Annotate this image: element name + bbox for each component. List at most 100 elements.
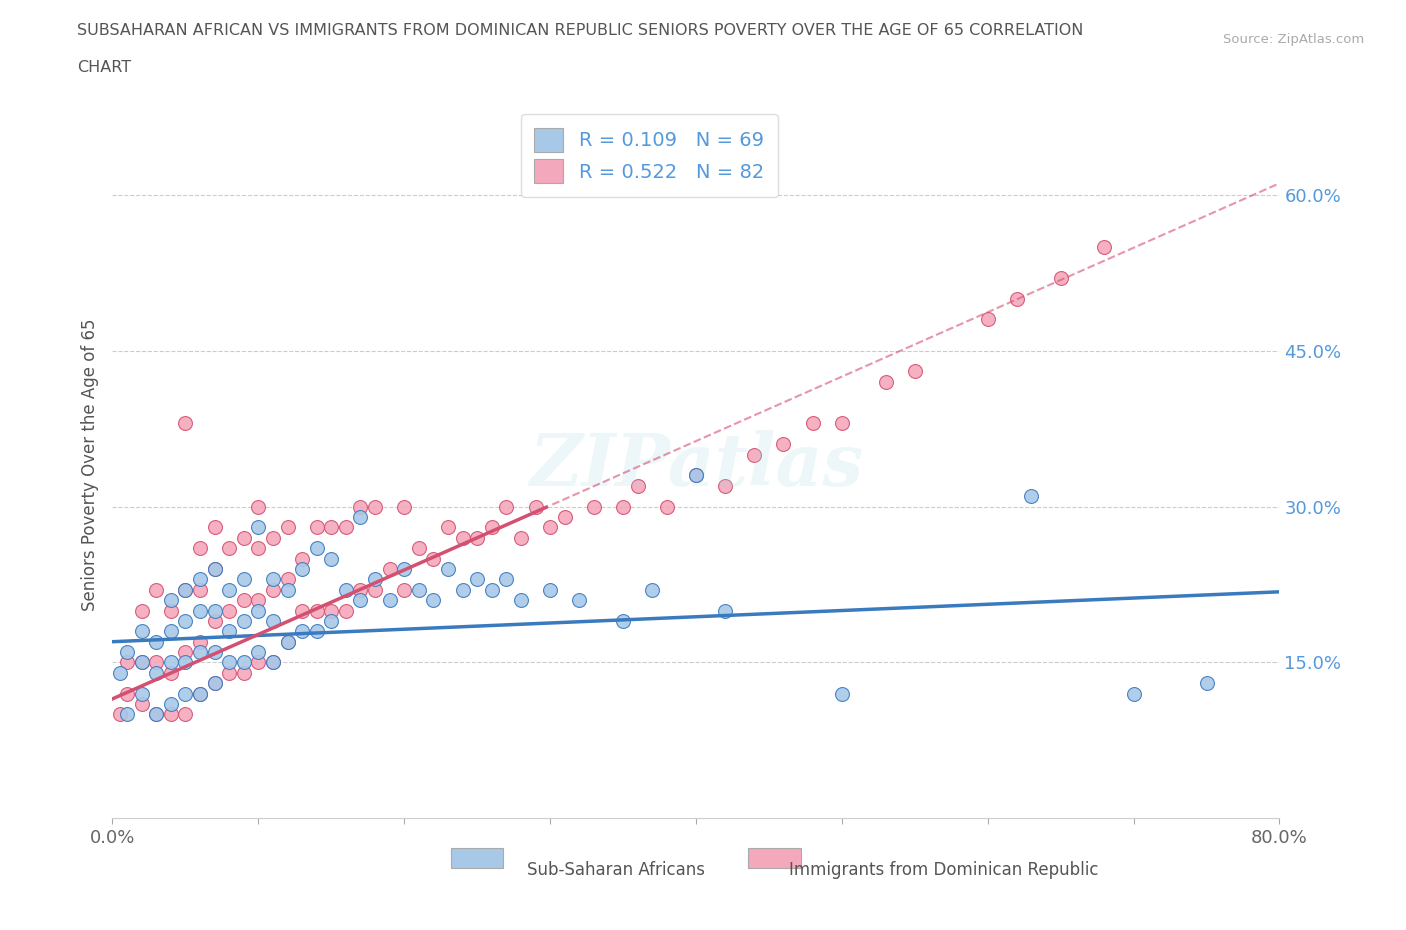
Point xyxy=(262,582,284,597)
Point xyxy=(174,655,197,670)
Point xyxy=(612,614,634,629)
Point xyxy=(641,582,664,597)
Point xyxy=(247,655,270,670)
Point xyxy=(131,686,153,701)
Point xyxy=(145,582,167,597)
Point xyxy=(174,416,197,431)
Point xyxy=(262,614,284,629)
Point xyxy=(115,707,138,722)
Point xyxy=(232,592,254,607)
Point xyxy=(145,666,167,681)
Point xyxy=(204,644,226,659)
Point xyxy=(174,582,197,597)
Point xyxy=(247,644,270,659)
Point xyxy=(408,540,430,555)
Point xyxy=(349,582,371,597)
Point xyxy=(655,499,678,514)
Point xyxy=(394,582,416,597)
Point xyxy=(247,592,270,607)
Point xyxy=(465,530,488,545)
Point xyxy=(218,624,240,639)
Point xyxy=(115,655,138,670)
Point xyxy=(321,614,343,629)
Point xyxy=(378,562,401,577)
Point xyxy=(495,499,517,514)
Point xyxy=(364,572,387,587)
Point xyxy=(394,562,416,577)
Point xyxy=(145,655,167,670)
Text: ZIPatlas: ZIPatlas xyxy=(529,430,863,500)
Legend: R = 0.109   N = 69, R = 0.522   N = 82: R = 0.109 N = 69, R = 0.522 N = 82 xyxy=(520,114,778,197)
Point xyxy=(801,416,824,431)
Point xyxy=(538,582,561,597)
Point xyxy=(232,614,254,629)
Point xyxy=(305,540,328,555)
Point xyxy=(451,582,474,597)
Point xyxy=(204,676,226,691)
Point xyxy=(131,655,153,670)
Point xyxy=(218,655,240,670)
Point xyxy=(582,499,605,514)
Point xyxy=(904,364,927,379)
Point xyxy=(188,644,211,659)
Point xyxy=(291,562,314,577)
Point xyxy=(145,707,167,722)
Point xyxy=(247,540,270,555)
Point xyxy=(408,582,430,597)
Point xyxy=(481,520,503,535)
Point xyxy=(831,686,853,701)
Point xyxy=(276,634,298,649)
Point xyxy=(349,499,371,514)
Text: Source: ZipAtlas.com: Source: ZipAtlas.com xyxy=(1223,33,1364,46)
Point xyxy=(335,603,357,618)
Text: Immigrants from Dominican Republic: Immigrants from Dominican Republic xyxy=(789,861,1099,879)
Point xyxy=(131,624,153,639)
Point xyxy=(321,603,343,618)
Point xyxy=(335,582,357,597)
Point xyxy=(364,582,387,597)
Point xyxy=(335,520,357,535)
Point xyxy=(188,603,211,618)
Point xyxy=(218,540,240,555)
Point xyxy=(131,655,153,670)
Point xyxy=(349,592,371,607)
Point xyxy=(437,520,460,535)
Point xyxy=(875,375,897,390)
Point xyxy=(495,572,517,587)
Point xyxy=(204,603,226,618)
Point xyxy=(685,468,707,483)
Point xyxy=(291,624,314,639)
Point xyxy=(145,634,167,649)
Point xyxy=(232,530,254,545)
Text: Sub-Saharan Africans: Sub-Saharan Africans xyxy=(527,861,704,879)
Point xyxy=(627,478,650,493)
Point xyxy=(321,551,343,566)
Point xyxy=(451,530,474,545)
Point xyxy=(276,634,298,649)
Point xyxy=(524,499,547,514)
Point xyxy=(232,666,254,681)
Point xyxy=(160,655,183,670)
Point xyxy=(364,499,387,514)
Point xyxy=(349,510,371,525)
Point xyxy=(262,655,284,670)
Point xyxy=(262,655,284,670)
Point xyxy=(145,707,167,722)
Point xyxy=(188,686,211,701)
Point xyxy=(305,520,328,535)
Point xyxy=(247,499,270,514)
Point xyxy=(305,603,328,618)
Point xyxy=(160,592,183,607)
Point xyxy=(1195,676,1218,691)
Point xyxy=(160,603,183,618)
Point xyxy=(481,582,503,597)
Point xyxy=(554,510,576,525)
Point xyxy=(1094,239,1116,254)
Point xyxy=(188,582,211,597)
Point xyxy=(247,520,270,535)
Point xyxy=(174,644,197,659)
FancyBboxPatch shape xyxy=(748,848,801,868)
Point xyxy=(1049,271,1071,286)
Point xyxy=(291,551,314,566)
Point xyxy=(262,572,284,587)
